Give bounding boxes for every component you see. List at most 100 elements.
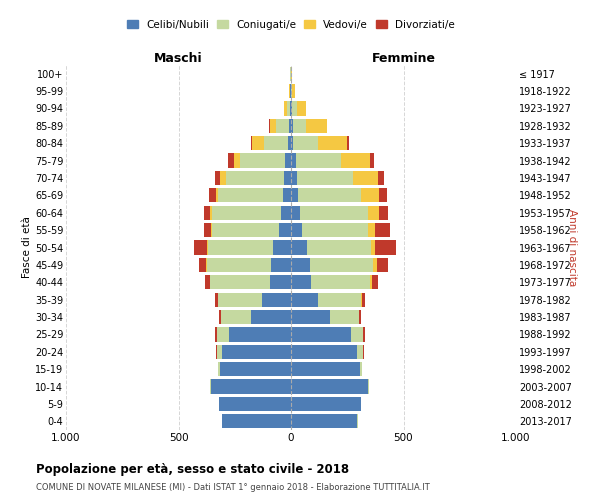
Bar bbox=[217, 328, 229, 342]
Bar bbox=[377, 258, 388, 272]
Bar bbox=[311, 275, 370, 289]
Bar bbox=[291, 154, 296, 168]
Bar bbox=[292, 84, 295, 98]
Bar bbox=[212, 206, 281, 220]
Bar bbox=[291, 171, 296, 185]
Y-axis label: Fasce di età: Fasce di età bbox=[22, 216, 32, 278]
Bar bbox=[300, 206, 367, 220]
Bar bbox=[217, 344, 223, 359]
Bar bbox=[220, 171, 226, 185]
Bar bbox=[226, 171, 284, 185]
Bar bbox=[370, 154, 374, 168]
Bar bbox=[278, 223, 291, 237]
Bar bbox=[347, 136, 349, 150]
Bar bbox=[219, 397, 291, 411]
Bar bbox=[291, 414, 358, 428]
Bar bbox=[310, 258, 373, 272]
Bar bbox=[296, 171, 353, 185]
Bar bbox=[211, 380, 291, 394]
Bar bbox=[287, 102, 290, 116]
Bar bbox=[283, 188, 291, 202]
Bar bbox=[211, 223, 212, 237]
Bar bbox=[318, 292, 361, 307]
Bar bbox=[291, 240, 307, 254]
Bar bbox=[229, 328, 291, 342]
Bar bbox=[379, 188, 386, 202]
Bar bbox=[367, 206, 379, 220]
Bar bbox=[331, 310, 359, 324]
Bar bbox=[223, 414, 291, 428]
Legend: Celibi/Nubili, Coniugati/e, Vedovi/e, Divorziati/e: Celibi/Nubili, Coniugati/e, Vedovi/e, Di… bbox=[123, 16, 459, 34]
Bar bbox=[219, 310, 221, 324]
Bar bbox=[205, 275, 210, 289]
Bar bbox=[215, 171, 220, 185]
Bar bbox=[212, 223, 278, 237]
Bar bbox=[284, 102, 287, 116]
Bar bbox=[262, 292, 291, 307]
Bar bbox=[291, 397, 361, 411]
Bar bbox=[284, 171, 291, 185]
Y-axis label: Anni di nascita: Anni di nascita bbox=[567, 209, 577, 286]
Bar bbox=[291, 188, 298, 202]
Bar bbox=[361, 292, 362, 307]
Bar bbox=[296, 154, 341, 168]
Bar bbox=[204, 206, 211, 220]
Bar bbox=[293, 118, 307, 133]
Bar bbox=[371, 275, 379, 289]
Bar bbox=[241, 154, 286, 168]
Bar bbox=[291, 310, 331, 324]
Bar bbox=[194, 240, 207, 254]
Bar bbox=[218, 188, 283, 202]
Bar bbox=[291, 223, 302, 237]
Bar bbox=[215, 328, 217, 342]
Bar bbox=[209, 188, 215, 202]
Bar bbox=[362, 292, 365, 307]
Bar bbox=[220, 362, 291, 376]
Bar bbox=[367, 223, 376, 237]
Bar bbox=[291, 328, 350, 342]
Bar bbox=[218, 362, 220, 376]
Bar bbox=[269, 275, 291, 289]
Bar bbox=[341, 154, 370, 168]
Bar bbox=[359, 362, 362, 376]
Bar bbox=[208, 240, 273, 254]
Bar bbox=[271, 258, 291, 272]
Bar bbox=[291, 380, 367, 394]
Bar bbox=[371, 240, 376, 254]
Bar bbox=[290, 84, 291, 98]
Bar bbox=[291, 275, 311, 289]
Bar bbox=[291, 136, 293, 150]
Text: Femmine: Femmine bbox=[371, 52, 436, 65]
Bar bbox=[277, 118, 289, 133]
Bar bbox=[291, 206, 300, 220]
Bar bbox=[291, 292, 318, 307]
Bar bbox=[292, 102, 296, 116]
Bar bbox=[379, 206, 388, 220]
Bar bbox=[296, 102, 305, 116]
Bar bbox=[290, 102, 291, 116]
Bar bbox=[207, 240, 208, 254]
Bar bbox=[251, 136, 253, 150]
Bar bbox=[281, 206, 291, 220]
Bar bbox=[199, 258, 206, 272]
Bar bbox=[269, 118, 277, 133]
Bar bbox=[358, 344, 363, 359]
Bar bbox=[376, 240, 395, 254]
Text: Popolazione per età, sesso e stato civile - 2018: Popolazione per età, sesso e stato civil… bbox=[36, 462, 349, 475]
Bar bbox=[211, 206, 212, 220]
Bar bbox=[307, 118, 326, 133]
Bar bbox=[291, 344, 358, 359]
Bar bbox=[263, 136, 289, 150]
Bar bbox=[373, 258, 377, 272]
Bar bbox=[221, 310, 251, 324]
Bar bbox=[210, 275, 269, 289]
Bar bbox=[367, 380, 368, 394]
Bar bbox=[326, 118, 327, 133]
Bar bbox=[293, 136, 318, 150]
Text: Maschi: Maschi bbox=[154, 52, 203, 65]
Bar bbox=[364, 328, 365, 342]
Bar bbox=[359, 310, 361, 324]
Bar bbox=[210, 380, 211, 394]
Bar bbox=[206, 258, 271, 272]
Bar bbox=[291, 362, 359, 376]
